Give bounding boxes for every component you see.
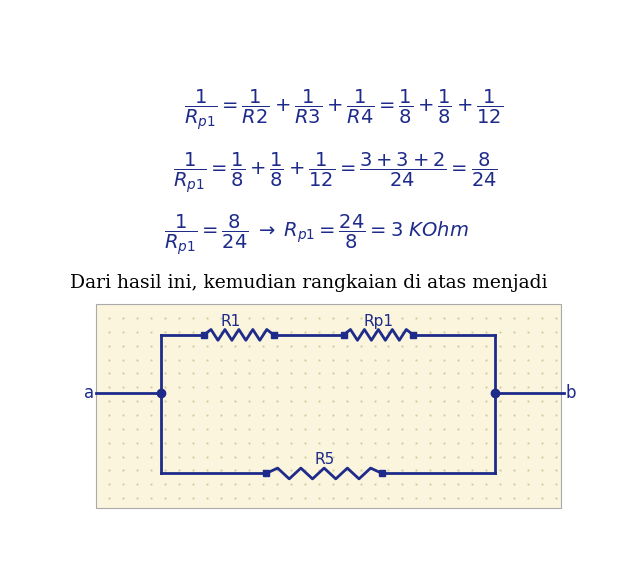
Text: a: a <box>84 384 94 402</box>
Text: Rp1: Rp1 <box>364 313 394 328</box>
Text: $\dfrac{1}{R_{p1}} = \dfrac{1}{8} + \dfrac{1}{8} + \dfrac{1}{12} = \dfrac{3+3+2}: $\dfrac{1}{R_{p1}} = \dfrac{1}{8} + \dfr… <box>173 151 498 196</box>
Text: $\dfrac{1}{R_{p1}} = \dfrac{1}{R2} + \dfrac{1}{R3} + \dfrac{1}{R4} = \dfrac{1}{8: $\dfrac{1}{R_{p1}} = \dfrac{1}{R2} + \df… <box>184 87 503 132</box>
Text: R1: R1 <box>221 313 241 328</box>
Bar <box>95 304 561 508</box>
Text: R5: R5 <box>314 452 334 467</box>
Text: $\dfrac{1}{R_{p1}} = \dfrac{8}{24} \;\rightarrow\; R_{p1} = \dfrac{24}{8} = 3\ K: $\dfrac{1}{R_{p1}} = \dfrac{8}{24} \;\ri… <box>164 212 469 257</box>
Text: Dari hasil ini, kemudian rangkaian di atas menjadi: Dari hasil ini, kemudian rangkaian di at… <box>70 274 547 293</box>
Text: b: b <box>566 384 577 402</box>
